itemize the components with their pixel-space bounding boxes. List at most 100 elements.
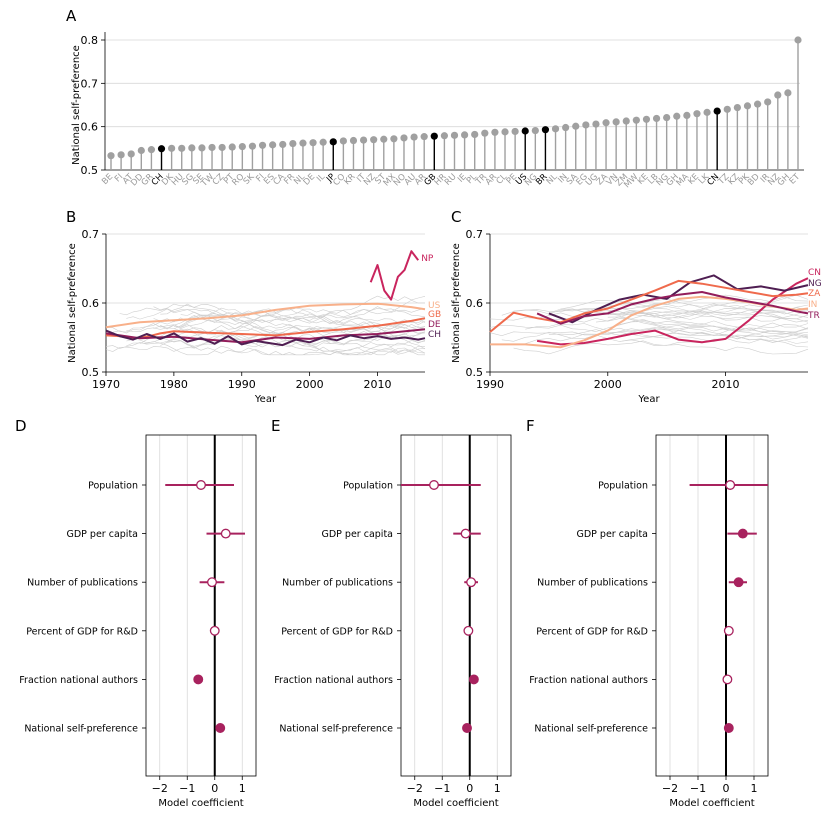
background-country-line <box>560 323 809 348</box>
y-tick-label: 0.6 <box>466 297 484 310</box>
lollipop-point <box>481 129 489 137</box>
y-tick-label: 0.5 <box>466 366 484 379</box>
background-country-line <box>105 322 426 352</box>
country-label: SK <box>242 172 257 187</box>
x-tick-label: 0 <box>466 782 473 795</box>
lollipop-point <box>612 118 620 126</box>
lollipop-point <box>309 139 317 147</box>
lollipop-point <box>784 89 792 97</box>
lollipop-point <box>329 138 337 146</box>
lollipop-point <box>632 116 640 124</box>
lollipop-point <box>450 131 459 139</box>
coefficient-point <box>468 674 479 685</box>
country-label: ET <box>788 171 803 186</box>
lollipop-point <box>188 144 196 152</box>
lollipop-point <box>410 133 418 141</box>
category-label: Fraction national authors <box>274 675 393 686</box>
background-country-line <box>160 320 426 349</box>
background-country-line <box>489 331 809 355</box>
coefficient-point <box>722 674 733 685</box>
y-tick-label: 0.6 <box>82 297 100 310</box>
lollipop-point <box>359 136 368 144</box>
lollipop-point <box>551 125 560 133</box>
series-label-ng: NG <box>808 279 822 289</box>
lollipop-point <box>279 140 287 149</box>
category-label: National self-preference <box>534 724 648 735</box>
lollipop-point <box>622 117 630 125</box>
background-country-line <box>501 324 809 345</box>
background-country-line <box>119 299 426 324</box>
background-country-line <box>489 321 809 336</box>
category-label: Percent of GDP for R&D <box>281 626 393 637</box>
background-country-line <box>153 303 426 318</box>
lollipop-point <box>248 142 257 150</box>
y-tick-label: 0.5 <box>82 366 100 379</box>
x-tick-label: −1 <box>434 782 450 795</box>
coefficient-point <box>723 723 734 733</box>
lollipop-point <box>673 112 681 120</box>
lollipop-point <box>157 145 166 153</box>
series-label-np: NP <box>421 254 434 264</box>
coefficient-point <box>209 625 220 636</box>
panel-letter-b: B <box>66 208 76 226</box>
x-tick-label: 0 <box>723 782 730 795</box>
lollipop-point <box>430 132 438 140</box>
x-tick-label: 1970 <box>92 378 120 391</box>
x-tick-label: 2000 <box>594 378 622 391</box>
x-tick-label: 1980 <box>160 378 188 391</box>
background-country-line <box>607 312 809 323</box>
series-label-us: US <box>428 301 441 311</box>
x-tick-label: 1 <box>751 782 758 795</box>
background-country-line <box>619 322 809 342</box>
category-label: GDP per capita <box>322 529 394 540</box>
x-tick-label: 1 <box>494 782 501 795</box>
coefficient-point <box>429 480 439 490</box>
lollipop-point <box>652 114 661 123</box>
y-tick-label: 0.8 <box>81 34 99 47</box>
category-label: Population <box>343 481 393 492</box>
lollipop-point <box>147 146 156 154</box>
panel-letter-e: E <box>271 417 280 435</box>
lollipop-point <box>531 126 539 135</box>
background-country-line <box>126 341 426 356</box>
series-line-np <box>369 250 419 301</box>
x-tick-label: 1990 <box>476 378 504 391</box>
background-country-line <box>560 298 809 320</box>
x-tick-label: −2 <box>152 782 168 795</box>
y-tick-label: 0.7 <box>82 228 100 241</box>
category-label: Percent of GDP for R&D <box>26 626 138 637</box>
x-axis-title: Model coefficient <box>413 798 498 809</box>
category-label: National self-preference <box>24 724 138 735</box>
lollipop-point <box>218 143 226 152</box>
coefficient-point <box>220 528 231 539</box>
panel-c: C 0.5 0.6 0.7 1990 2000 2010 Year National self-… <box>451 208 822 405</box>
y-axis-title: National self-preference <box>451 243 462 363</box>
lollipop-point <box>269 141 277 149</box>
lollipop-point <box>228 143 236 151</box>
category-label: GDP per capita <box>67 529 139 540</box>
country-label: RU <box>443 172 459 188</box>
series-label-in: IN <box>808 300 817 310</box>
background-country-line <box>153 307 426 350</box>
y-axis-title: National self-preference <box>67 243 78 363</box>
x-axis-title: Year <box>254 394 277 405</box>
coefficient-point <box>196 480 206 490</box>
lollipop-point <box>168 144 176 152</box>
y-axis-title: National self-preference <box>71 45 82 165</box>
country-label: KR <box>342 172 357 187</box>
panel-f: F −2 −1 0 1 Model coefficient Population GDP pe… <box>526 417 769 809</box>
panel-d: D −2 −1 0 1 Model coefficient Population GDP pe… <box>15 417 257 809</box>
lollipop-point <box>582 121 590 129</box>
category-label: Fraction national authors <box>529 675 648 686</box>
category-label: Number of publications <box>27 578 138 589</box>
category-label: Number of publications <box>537 578 648 589</box>
y-tick-label: 0.7 <box>466 228 484 241</box>
coefficient-point <box>466 577 477 588</box>
lollipop-point <box>258 141 267 149</box>
panel-letter-d: D <box>15 417 27 435</box>
series-label-ch: CH <box>428 330 441 340</box>
lollipop-point <box>501 128 509 136</box>
series-label-de: DE <box>428 320 441 330</box>
